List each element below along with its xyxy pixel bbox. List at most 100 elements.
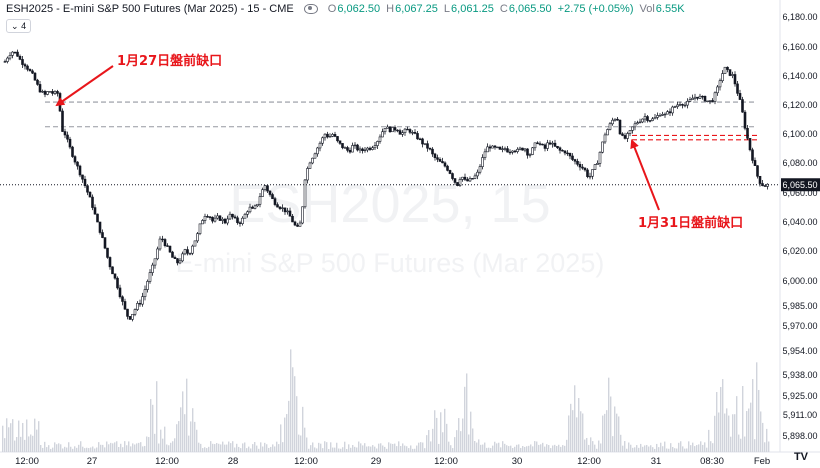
- legend-header: ESH2025 - E-mini S&P 500 Futures (Mar 20…: [6, 3, 685, 15]
- volume-bar: [28, 436, 30, 452]
- price-axis[interactable]: 6,180.00 6,160.00 6,140.00 6,120.00 6,100.00…: [782, 12, 817, 441]
- candle-body: [231, 213, 234, 218]
- candle-body: [68, 138, 72, 148]
- candle-body: [63, 131, 67, 136]
- candle-body: [671, 106, 674, 114]
- volume-bar: [648, 446, 650, 452]
- candle-body: [716, 86, 719, 94]
- volume-bar: [712, 443, 714, 452]
- candle-body: [656, 115, 659, 118]
- candle-body: [216, 215, 219, 219]
- time-axis[interactable]: 12:00 27 12:00 28 12:00 29 12:00 30 12:00 31 08:30…: [15, 456, 770, 467]
- symbol-title[interactable]: ESH2025 - E-mini S&P 500 Futures (Mar 20…: [6, 3, 294, 15]
- candle-body: [553, 142, 557, 147]
- volume-bar: [710, 441, 712, 452]
- candle-body: [243, 213, 247, 219]
- candle-body: [128, 316, 132, 320]
- candle-body: [171, 251, 174, 258]
- candle-body: [643, 116, 647, 120]
- candle-body: [573, 159, 577, 162]
- candle-body: [353, 144, 357, 147]
- volume-bar: [316, 448, 318, 452]
- volume-bar: [582, 413, 584, 452]
- volume-bar: [324, 441, 326, 452]
- volume-bar: [134, 444, 136, 452]
- candle-body: [696, 96, 699, 99]
- volume-bar: [408, 448, 410, 452]
- candle-body: [13, 51, 17, 54]
- candle-body: [478, 166, 482, 173]
- volume-bar: [138, 442, 140, 452]
- candle-body: [96, 213, 99, 223]
- volume-bar: [226, 444, 228, 452]
- candle-body: [3, 61, 7, 63]
- candle-body: [8, 55, 12, 59]
- candle-body: [593, 164, 597, 170]
- volume-bar: [210, 441, 212, 452]
- candle-body: [306, 168, 309, 181]
- volume-bar: [108, 444, 110, 452]
- candle-body: [598, 151, 602, 164]
- volume-bar: [694, 446, 696, 452]
- candle-body: [146, 281, 149, 290]
- candle-body: [508, 151, 512, 154]
- volume-bar: [280, 424, 282, 452]
- candle-body: [728, 69, 732, 76]
- candle-body: [113, 273, 117, 279]
- volume-bar: [174, 438, 176, 452]
- volume-bar: [508, 446, 510, 452]
- volume-bar: [708, 429, 710, 452]
- candle-body: [273, 198, 277, 205]
- volume-bar: [110, 442, 112, 452]
- volume-bar: [142, 446, 144, 452]
- volume-bar: [724, 413, 726, 452]
- candle-body: [388, 126, 392, 133]
- candle-body: [618, 119, 622, 135]
- volume-bar: [116, 441, 118, 452]
- volume-bar: [436, 417, 438, 452]
- candle-body: [703, 95, 707, 102]
- candle-body: [328, 136, 332, 138]
- candle-body: [486, 146, 489, 153]
- candle-body: [393, 127, 397, 131]
- volume-bar: [286, 414, 288, 452]
- candle-body: [591, 169, 594, 177]
- volume-bar: [398, 441, 400, 452]
- volume-bar: [756, 362, 758, 452]
- candle-body: [351, 145, 354, 153]
- volume-bar: [248, 446, 250, 452]
- candle-body: [456, 182, 459, 186]
- volume-bar: [468, 434, 470, 452]
- volume-bar: [698, 444, 700, 452]
- candle-body: [506, 148, 509, 153]
- candle-body: [423, 143, 427, 145]
- price-tick-label: 6,120.00: [782, 100, 817, 110]
- volume-bar: [670, 443, 672, 452]
- volume-bar: [426, 435, 428, 452]
- volume-bar: [552, 445, 554, 452]
- candle-body: [241, 217, 244, 224]
- candle-body: [661, 114, 664, 116]
- volume-bar: [14, 440, 16, 452]
- volume-bar: [330, 442, 332, 452]
- volume-bar: [220, 444, 222, 452]
- description-watermark: E-mini S&P 500 Futures (Mar 2025): [176, 248, 605, 278]
- candle-body: [623, 135, 627, 139]
- candle-body: [476, 171, 479, 177]
- collapse-indicators-button[interactable]: ⌄ 4: [6, 19, 32, 33]
- candle-body: [538, 143, 542, 145]
- volume-bar: [88, 448, 90, 452]
- volume-bar: [52, 447, 54, 452]
- volume-bar: [282, 442, 284, 452]
- candle-body: [401, 132, 404, 135]
- volume-bar: [604, 413, 606, 452]
- volume-bar: [262, 446, 264, 452]
- candle-body: [48, 91, 52, 93]
- tradingview-logo[interactable]: TV: [793, 451, 808, 463]
- volume-bar: [760, 411, 762, 452]
- visibility-eye-icon[interactable]: [303, 4, 318, 14]
- volume-bar: [490, 448, 492, 452]
- candle-body: [443, 162, 447, 167]
- candle-body: [606, 129, 609, 136]
